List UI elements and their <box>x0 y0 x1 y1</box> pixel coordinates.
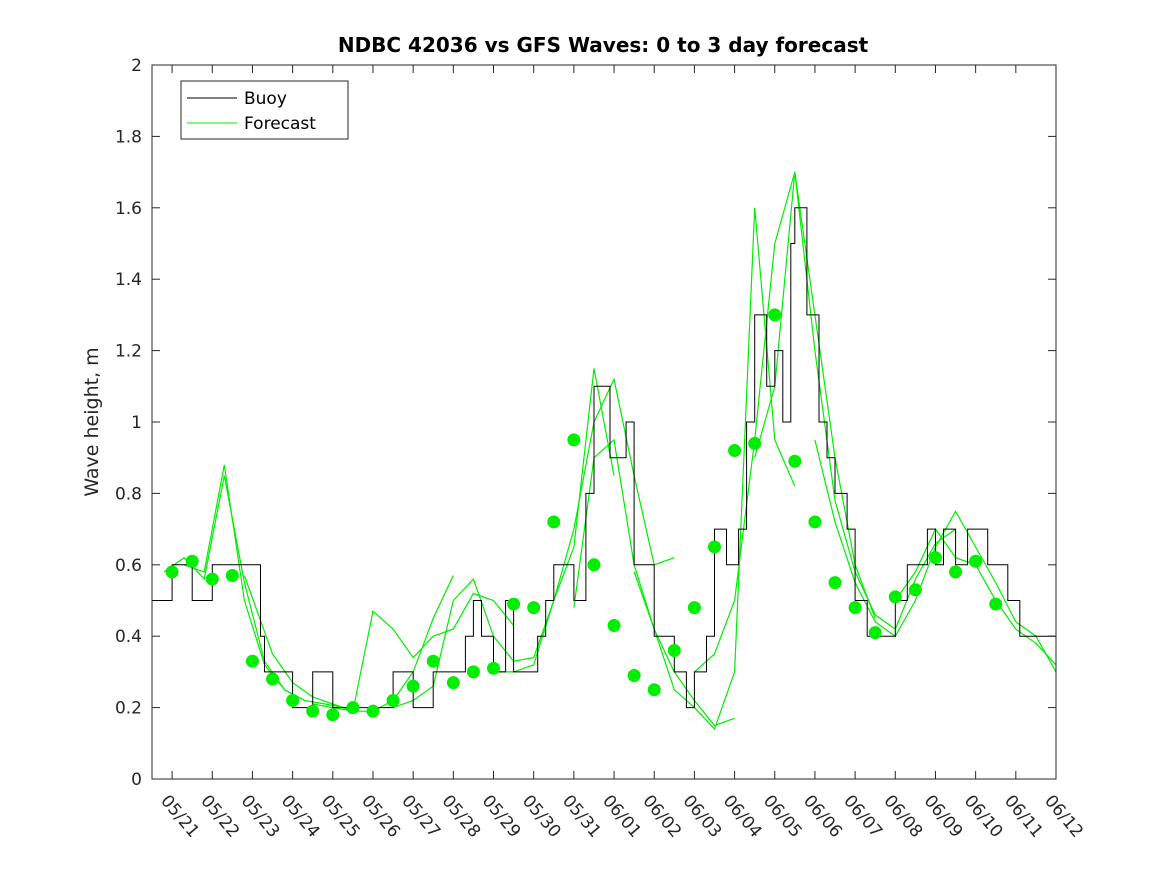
y-tick-label: 1.2 <box>115 342 142 362</box>
forecast-marker <box>788 454 802 468</box>
x-tick-label: 05/22 <box>196 791 243 841</box>
y-tick-label: 0.4 <box>115 627 142 647</box>
x-tick-label: 06/11 <box>1000 791 1047 841</box>
x-tick-label: 06/12 <box>1040 791 1087 841</box>
forecast-marker <box>446 676 460 690</box>
y-tick-label: 1.6 <box>115 199 142 219</box>
x-tick-label: 05/26 <box>357 791 404 841</box>
forecast-marker <box>346 701 360 715</box>
y-axis: 0 0.2 0.4 0.6 0.8 1 1.2 1.4 1.6 1.8 2 <box>115 56 1056 790</box>
forecast-marker <box>527 601 541 615</box>
forecast-line <box>312 592 515 712</box>
forecast-marker <box>487 661 501 675</box>
forecast-marker <box>828 576 842 590</box>
x-tick-label: 06/10 <box>960 791 1007 841</box>
forecast-marker <box>969 554 983 568</box>
x-tick-label: 06/06 <box>799 791 846 841</box>
forecast-marker <box>848 601 862 615</box>
x-tick-label: 05/30 <box>518 791 565 841</box>
y-tick-label: 2 <box>131 56 142 76</box>
forecast-marker <box>507 597 521 611</box>
x-tick-label: 05/24 <box>277 791 324 841</box>
forecast-marker <box>728 444 742 458</box>
forecast-marker <box>687 601 701 615</box>
forecast-marker <box>225 569 239 583</box>
forecast-marker <box>627 668 641 682</box>
forecast-marker <box>366 704 380 718</box>
x-tick-label: 06/02 <box>638 791 685 841</box>
x-tick-label: 06/09 <box>920 791 967 841</box>
forecast-marker <box>667 643 681 657</box>
forecast-marker <box>808 515 822 529</box>
x-tick-label: 05/27 <box>397 791 444 841</box>
forecast-marker <box>286 693 300 707</box>
forecast-marker <box>205 572 219 586</box>
forecast-marker <box>547 515 561 529</box>
forecast-marker <box>888 590 902 604</box>
x-tick-label: 05/28 <box>438 791 485 841</box>
x-tick-label: 05/23 <box>237 791 284 841</box>
x-tick-label: 05/25 <box>317 791 364 841</box>
forecast-marker <box>908 583 922 597</box>
forecast-marker <box>245 654 259 668</box>
legend: Buoy Forecast <box>180 80 349 140</box>
x-tick-label: 06/05 <box>759 791 806 841</box>
forecast-marker <box>928 551 942 565</box>
forecast-marker <box>647 683 661 697</box>
y-tick-label: 1.8 <box>115 127 142 147</box>
forecast-marker <box>989 597 1003 611</box>
legend-box <box>180 80 349 140</box>
legend-entry-buoy: Buoy <box>244 89 287 109</box>
forecast-marker <box>707 540 721 554</box>
x-tick-label: 05/29 <box>478 791 525 841</box>
forecast-line <box>493 377 675 673</box>
forecast-marker <box>266 672 280 686</box>
buoy-line <box>152 207 1056 709</box>
forecast-marker <box>607 618 621 632</box>
y-tick-label: 0.2 <box>115 699 142 719</box>
x-tick-label: 06/08 <box>879 791 926 841</box>
y-tick-label: 0 <box>131 770 142 790</box>
forecast-marker <box>587 558 601 572</box>
forecast-marker <box>868 626 882 640</box>
chart-title: NDBC 42036 vs GFS Waves: 0 to 3 day fore… <box>338 33 869 57</box>
forecast-markers <box>165 308 1003 722</box>
legend-entry-forecast: Forecast <box>244 114 316 134</box>
y-axis-label: Wave height, m <box>81 347 103 496</box>
x-tick-label: 05/31 <box>558 791 605 841</box>
forecast-marker <box>185 554 199 568</box>
forecast-marker <box>466 665 480 679</box>
x-tick-label: 05/21 <box>156 791 203 841</box>
forecast-marker <box>386 693 400 707</box>
forecast-marker <box>949 565 963 579</box>
y-tick-label: 0.8 <box>115 484 142 504</box>
x-tick-label: 06/03 <box>679 791 726 841</box>
x-tick-label: 06/01 <box>598 791 645 841</box>
forecast-marker <box>768 308 782 322</box>
forecast-marker <box>748 436 762 450</box>
forecast-line <box>392 368 615 709</box>
y-tick-label: 1 <box>131 413 142 433</box>
forecast-marker <box>165 565 179 579</box>
forecast-line <box>694 171 876 673</box>
forecast-marker <box>306 704 320 718</box>
forecast-marker <box>406 679 420 693</box>
forecast-line <box>633 207 796 731</box>
forecast-marker <box>426 654 440 668</box>
x-tick-label: 06/07 <box>839 791 886 841</box>
forecast-marker <box>567 433 581 447</box>
forecast-marker <box>326 708 340 722</box>
buoy-line-group <box>152 207 1056 709</box>
y-tick-label: 1.4 <box>115 270 142 290</box>
x-tick-label: 06/04 <box>719 791 766 841</box>
y-tick-label: 0.6 <box>115 556 142 576</box>
